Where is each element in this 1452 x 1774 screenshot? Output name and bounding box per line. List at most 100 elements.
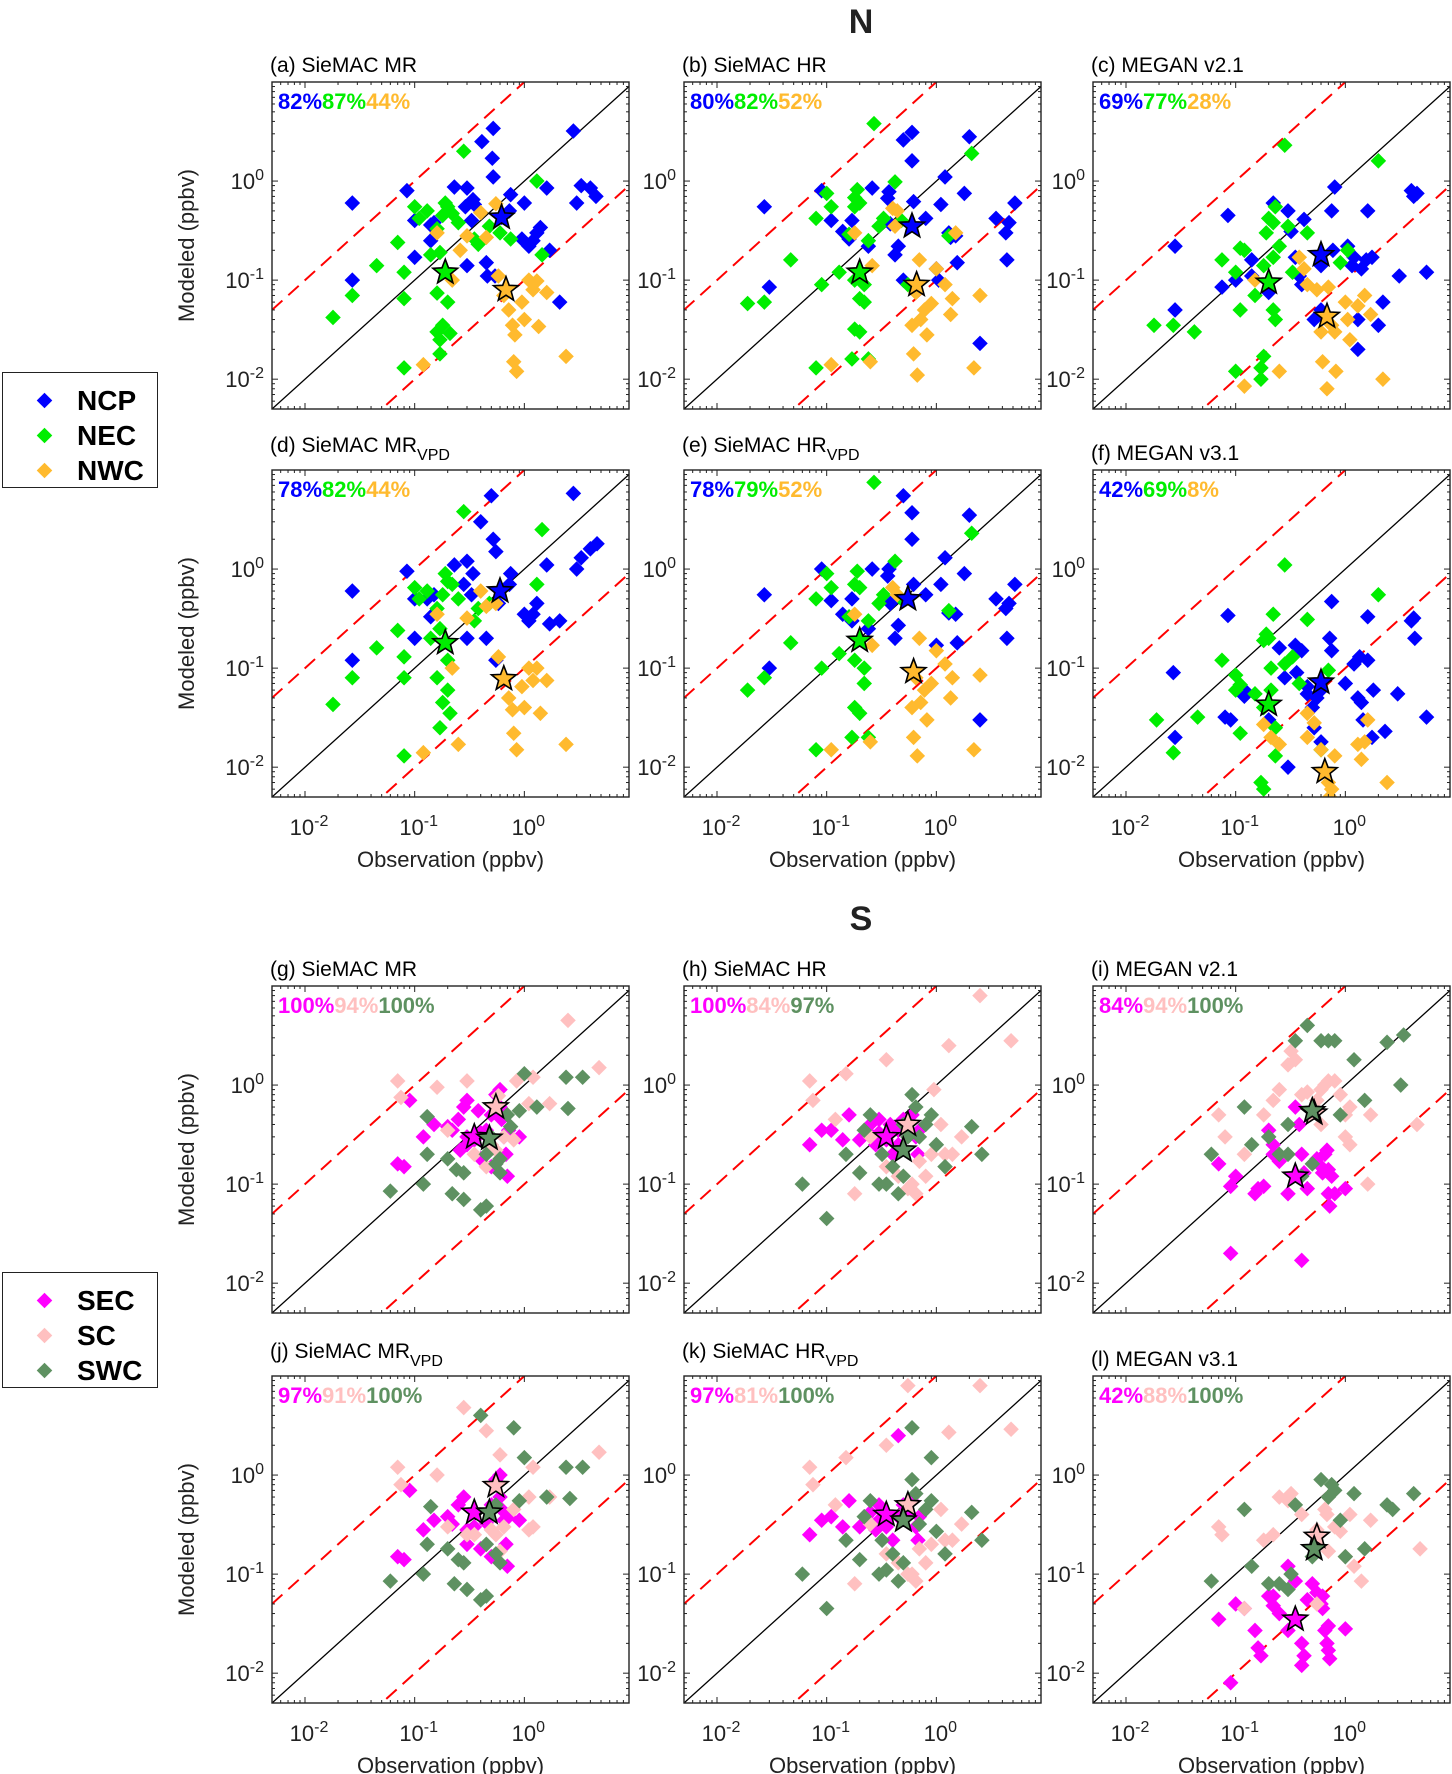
axes-box	[1092, 985, 1451, 1314]
data-point	[488, 1526, 504, 1543]
data-point	[1370, 153, 1387, 169]
data-point	[1253, 1647, 1269, 1664]
mean-star-marker	[888, 1504, 918, 1533]
percent-label-ncp: 78%	[278, 477, 322, 502]
data-point	[904, 1086, 920, 1103]
data-point	[856, 1508, 873, 1525]
legend-label: NCP	[77, 385, 137, 416]
panel-d: (d) SieMAC MRVPD 10-2 10-1 100 10-2 10-1 100 Ob…	[174, 434, 630, 872]
data-point	[415, 1176, 432, 1192]
percent-label-nec: 69%	[1143, 477, 1187, 502]
data-point	[452, 242, 468, 259]
upper-factor-line	[1093, 986, 1347, 1215]
data-point	[1271, 1605, 1288, 1622]
data-point	[818, 565, 835, 582]
data-point	[478, 1146, 495, 1163]
data-point	[492, 1447, 508, 1463]
mean-star-marker	[1254, 267, 1284, 295]
data-point	[974, 1532, 990, 1548]
mean-star-marker	[871, 1499, 901, 1527]
data-point	[1332, 1086, 1349, 1103]
data-point	[426, 1512, 442, 1529]
data-point	[459, 1536, 475, 1553]
data-point	[496, 1519, 512, 1535]
data-point	[862, 1493, 879, 1509]
data-point	[933, 196, 949, 213]
data-point	[1356, 734, 1373, 750]
data-point	[805, 1476, 821, 1493]
lower-factor-line	[1201, 1088, 1450, 1313]
data-point	[532, 219, 549, 236]
data-point	[538, 557, 555, 573]
data-point	[904, 1420, 920, 1436]
data-point	[560, 1012, 576, 1029]
diamond-marker-icon	[36, 1327, 53, 1344]
legend-entry: NEC	[3, 418, 157, 454]
data-point	[782, 635, 799, 651]
percent-label-nwc: 28%	[1187, 89, 1231, 114]
series-swc	[794, 1420, 990, 1617]
data-point	[878, 1176, 895, 1192]
data-point	[823, 212, 839, 229]
data-point	[917, 587, 934, 603]
y-axis-label: Modeled (ppbv)	[174, 169, 199, 322]
data-point	[1296, 211, 1312, 228]
data-point	[942, 690, 959, 706]
data-point	[508, 741, 525, 758]
mean-star-marker	[893, 1489, 923, 1518]
data-point	[1001, 595, 1017, 612]
tick-label: 10-2	[702, 813, 741, 840]
panel-title: (g) SieMAC MR	[270, 958, 417, 981]
data-point	[874, 1146, 890, 1163]
data-point	[823, 1508, 839, 1525]
data-point	[344, 272, 361, 288]
data-point	[1362, 306, 1379, 323]
legend-entry: SEC	[3, 1283, 157, 1319]
data-point	[504, 701, 521, 718]
data-point	[558, 1459, 574, 1475]
data-point	[1007, 576, 1023, 593]
data-point	[1299, 1017, 1316, 1034]
data-point	[472, 514, 489, 530]
tick-label: 10-2	[1111, 1719, 1150, 1746]
data-point	[1253, 371, 1269, 387]
data-point	[325, 696, 341, 713]
data-point	[909, 367, 926, 383]
data-point	[382, 1573, 399, 1589]
data-point	[1210, 1611, 1227, 1628]
data-point	[1346, 1485, 1362, 1502]
data-point	[884, 1532, 901, 1548]
tick-label: 10-2	[290, 813, 329, 840]
tick-label: 10-1	[225, 266, 264, 293]
series-nec	[1148, 557, 1387, 797]
percent-label-swc: 100%	[378, 993, 434, 1018]
data-point	[1220, 607, 1236, 624]
data-point	[908, 1573, 924, 1589]
data-point	[558, 348, 574, 365]
data-point	[1405, 1485, 1422, 1502]
data-point	[911, 1516, 928, 1532]
data-point	[1332, 1107, 1349, 1123]
mean-star-marker	[485, 575, 515, 604]
data-point	[756, 199, 773, 215]
mean-star-marker	[1254, 689, 1284, 717]
data-point	[1319, 381, 1335, 397]
data-point	[956, 565, 973, 582]
data-point	[937, 1158, 953, 1175]
data-point	[560, 1100, 576, 1117]
data-point	[396, 1551, 412, 1568]
data-point	[756, 587, 773, 603]
data-point	[890, 1573, 907, 1589]
data-point	[1280, 1146, 1296, 1163]
series-sc	[389, 1012, 607, 1175]
data-point	[739, 295, 756, 312]
data-point	[827, 1111, 844, 1128]
data-point	[1364, 249, 1380, 266]
data-point	[1313, 734, 1329, 750]
data-point	[849, 563, 866, 580]
data-point	[953, 1129, 970, 1145]
data-point	[944, 1146, 961, 1163]
data-point	[923, 1493, 940, 1509]
series-swc	[1203, 1017, 1412, 1185]
data-point	[1265, 606, 1282, 623]
